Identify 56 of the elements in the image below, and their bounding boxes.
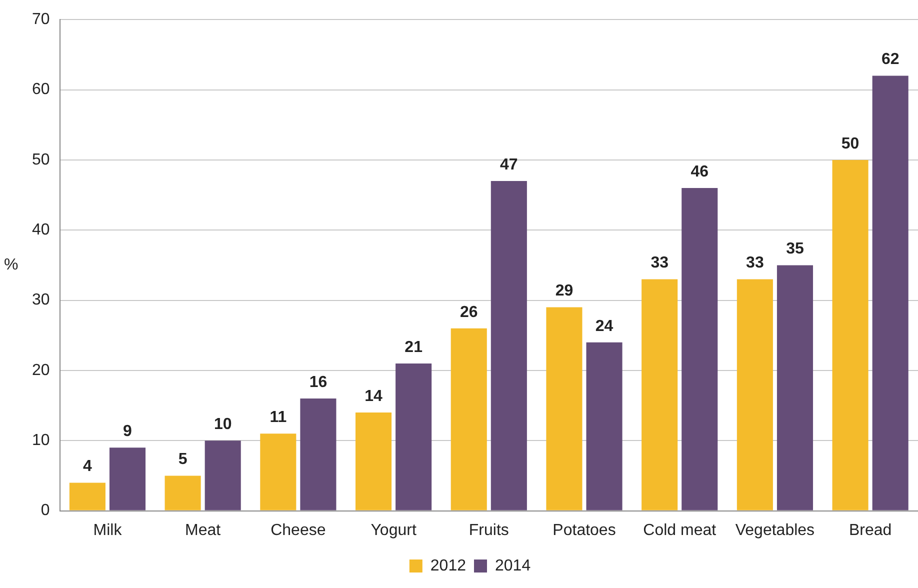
data-label: 9 [123, 423, 132, 440]
bar [586, 342, 622, 510]
x-tick-label: Yogurt [370, 522, 417, 539]
bar [872, 76, 908, 510]
data-label: 16 [309, 374, 328, 391]
bar [109, 448, 146, 510]
bar [736, 279, 773, 510]
bar [396, 363, 432, 510]
data-label: 5 [178, 451, 188, 468]
legend-label: 2012 [430, 557, 466, 574]
data-label: 24 [595, 318, 614, 335]
data-label: 29 [555, 282, 574, 300]
bar [204, 440, 241, 510]
data-label: 46 [690, 163, 709, 180]
y-tick-label: 10 [32, 432, 50, 450]
x-tick-label: Vegetables [735, 522, 815, 539]
data-label: 47 [500, 156, 518, 174]
bar [546, 307, 582, 510]
x-tick-label: Bread [848, 522, 892, 539]
data-label: 35 [786, 240, 804, 258]
y-tick-label: 40 [32, 222, 50, 239]
data-label: 4 [82, 458, 92, 476]
x-tick-label: Meat [185, 522, 222, 539]
bar [260, 434, 296, 510]
y-axis-title: % [4, 256, 18, 274]
y-tick-label: 50 [32, 151, 50, 168]
y-tick-label: 60 [32, 81, 50, 98]
data-label: 62 [881, 51, 900, 68]
legend-label: 2014 [495, 557, 531, 574]
bar [682, 188, 718, 510]
data-label: 21 [404, 338, 423, 356]
data-label: 50 [841, 135, 860, 152]
bar [164, 476, 201, 510]
y-tick-label: 30 [32, 292, 50, 309]
y-tick-label: 20 [32, 362, 50, 379]
x-tick-label: Fruits [468, 522, 509, 539]
y-tick-label: 70 [32, 11, 50, 28]
bar [776, 265, 814, 510]
data-label: 10 [214, 416, 232, 434]
bar [300, 398, 336, 510]
x-tick-label: Potatoes [552, 522, 616, 539]
x-tick-label: Milk [93, 522, 123, 539]
data-label: 11 [270, 409, 287, 426]
data-label: 33 [650, 254, 669, 272]
y-tick-label: 0 [40, 502, 50, 520]
data-label: 14 [364, 388, 383, 405]
bar [642, 279, 678, 510]
bar [450, 328, 487, 510]
bar [490, 180, 527, 510]
bar [355, 412, 392, 510]
bar [69, 482, 106, 510]
x-tick-label: Cheese [270, 522, 326, 539]
x-tick-label: Cold meat [643, 522, 717, 539]
data-label: 33 [746, 254, 764, 272]
data-label: 26 [460, 304, 478, 321]
bar [832, 160, 868, 510]
